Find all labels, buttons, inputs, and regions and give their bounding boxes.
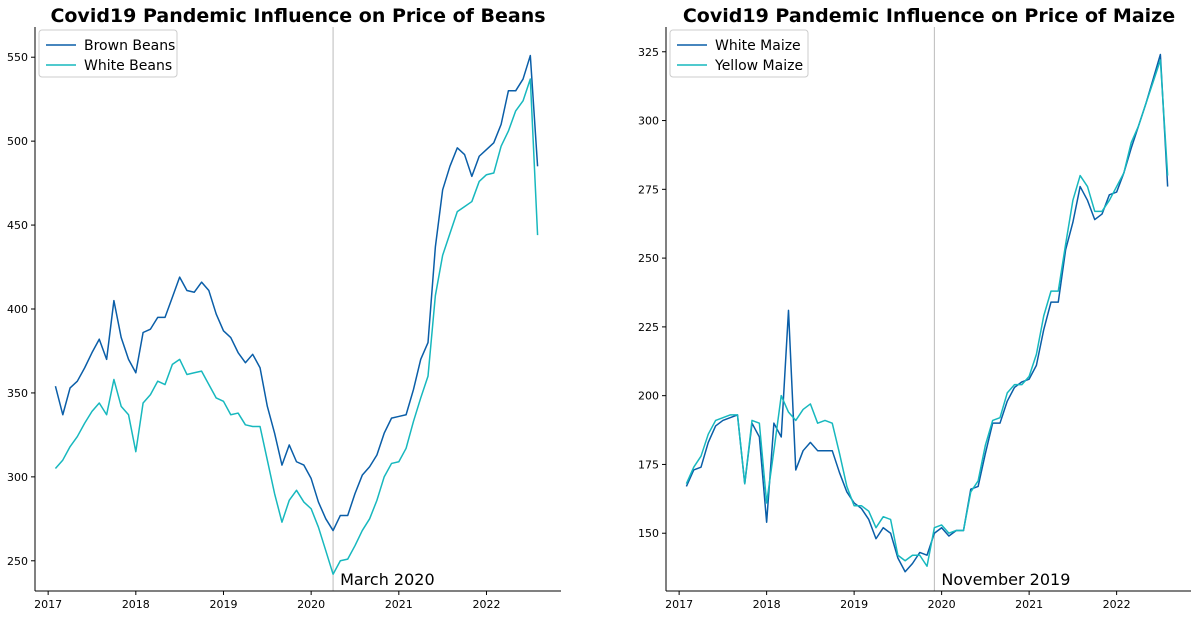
y-tick-label: 300	[7, 471, 28, 484]
y-tick-label: 250	[638, 252, 659, 265]
series-line-brown-beans	[54, 54, 539, 532]
series-line-white-beans	[54, 78, 539, 575]
x-tick-label: 2021	[385, 598, 413, 611]
x-tick-label: 2020	[928, 598, 956, 611]
x-tick-label: 2018	[753, 598, 781, 611]
event-marker-label: March 2020	[340, 570, 435, 589]
y-tick-label: 150	[638, 527, 659, 540]
y-tick-label: 400	[7, 303, 28, 316]
x-tick-label: 2021	[1015, 598, 1043, 611]
y-tick-label: 225	[638, 321, 659, 334]
x-tick-label: 2019	[840, 598, 868, 611]
x-tick-label: 2020	[297, 598, 325, 611]
x-tick-label: 2018	[122, 598, 150, 611]
series-line-yellow-maize	[685, 59, 1169, 567]
legend-label: Yellow Maize	[714, 58, 803, 74]
legend-label: White Beans	[84, 58, 172, 74]
y-tick-label: 500	[7, 135, 28, 148]
legend: White Maize Yellow Maize	[669, 29, 809, 78]
x-tick-label: 2019	[209, 598, 237, 611]
legend-label: White Maize	[715, 38, 801, 54]
y-tick-label: 350	[7, 387, 28, 400]
x-tick-label: 2022	[1103, 598, 1131, 611]
y-tick-label: 250	[7, 555, 28, 568]
y-tick-label: 325	[638, 46, 659, 59]
y-tick-label: 275	[638, 183, 659, 196]
y-tick-label: 450	[7, 219, 28, 232]
beans-chart: Covid19 Pandemic Influence on Price of B…	[7, 5, 561, 611]
y-tick-label: 200	[638, 390, 659, 403]
x-tick-label: 2022	[472, 598, 500, 611]
maize-chart: Covid19 Pandemic Influence on Price of M…	[638, 5, 1191, 611]
x-tick-label: 2017	[34, 598, 62, 611]
y-tick-label: 550	[7, 51, 28, 64]
series-line-white-maize	[685, 53, 1169, 573]
x-tick-label: 2017	[665, 598, 693, 611]
y-tick-label: 175	[638, 458, 659, 471]
legend-label: Brown Beans	[84, 38, 175, 54]
y-tick-label: 300	[638, 115, 659, 128]
chart-title: Covid19 Pandemic Influence on Price of B…	[50, 5, 545, 27]
legend: Brown Beans White Beans	[38, 29, 178, 78]
chart-title: Covid19 Pandemic Influence on Price of M…	[683, 5, 1175, 27]
event-marker-label: November 2019	[941, 570, 1070, 589]
